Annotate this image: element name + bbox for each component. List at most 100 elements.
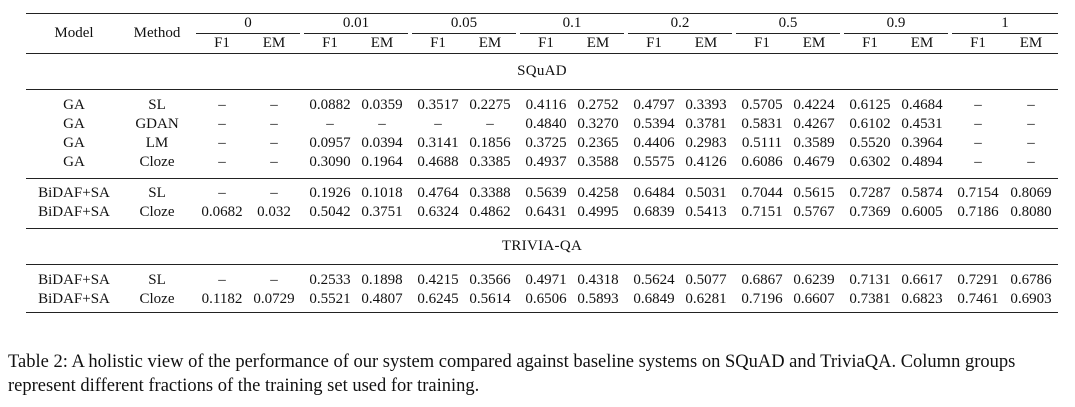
- f1-value-cell: 0.3517: [417, 97, 459, 113]
- f1-value-cell: 0.4937: [525, 154, 567, 170]
- em-subheader: EM: [572, 33, 624, 54]
- fraction-group-header: 0.1: [520, 13, 624, 34]
- f1-value-cell: 0.7131: [849, 272, 891, 288]
- fraction-group-header: 0.01: [304, 13, 408, 34]
- em-value-cell: 0.4862: [469, 204, 511, 220]
- em-value-cell: 0.4258: [577, 185, 619, 201]
- fraction-group-header: 1: [952, 13, 1058, 34]
- f1-value-cell: 0.7186: [957, 204, 999, 220]
- f1-value-cell: 0.4215: [417, 272, 459, 288]
- f1-value-cell: 0.6245: [417, 291, 459, 307]
- em-value-cell: –: [270, 135, 278, 151]
- em-value-cell: 0.4126: [685, 154, 727, 170]
- f1-value-cell: 0.7151: [741, 204, 783, 220]
- table-body: SQuAD GA SL – – 0.0882 0.0359 0.3517 0.2275 0.411…: [26, 54, 1058, 313]
- f1-subheader: F1: [412, 33, 464, 54]
- header-gap: [408, 13, 412, 34]
- f1-value-cell: 0.0882: [309, 97, 351, 113]
- em-value-cell: –: [1027, 97, 1035, 113]
- model-cell: GA: [63, 97, 85, 113]
- em-value-cell: 0.5767: [793, 204, 835, 220]
- f1-value-cell: –: [218, 272, 226, 288]
- table-header: Model Method 0 0.01 0.05 0.1 0.2 0.5 0.9 1 F1 EM F1 E…: [26, 13, 1058, 54]
- em-value-cell: –: [1027, 135, 1035, 151]
- f1-value-cell: 0.4688: [417, 154, 459, 170]
- em-value-cell: 0.6607: [793, 291, 835, 307]
- em-value-cell: 0.5615: [793, 185, 835, 201]
- f1-value-cell: 0.5521: [309, 291, 351, 307]
- f1-value-cell: 0.7044: [741, 185, 783, 201]
- em-value-cell: 0.4807: [361, 291, 403, 307]
- em-value-cell: 0.3270: [577, 116, 619, 132]
- table-row: GA LM – – 0.0957 0.0394 0.3141 0.1856 0.3725 0.23…: [26, 134, 1058, 153]
- em-subheader: EM: [464, 33, 516, 54]
- f1-value-cell: –: [434, 116, 442, 132]
- f1-value-cell: 0.7369: [849, 204, 891, 220]
- em-value-cell: –: [486, 116, 494, 132]
- f1-value-cell: 0.6102: [849, 116, 891, 132]
- spacer-cell: [26, 309, 1058, 313]
- em-value-cell: 0.4318: [577, 272, 619, 288]
- em-value-cell: 0.4531: [901, 116, 943, 132]
- em-value-cell: 0.6903: [1010, 291, 1052, 307]
- spacer-row: [26, 257, 1058, 265]
- f1-value-cell: –: [218, 97, 226, 113]
- em-value-cell: 0.1018: [361, 185, 403, 201]
- f1-value-cell: 0.5575: [633, 154, 675, 170]
- f1-value-cell: –: [218, 135, 226, 151]
- em-value-cell: 0.2275: [469, 97, 511, 113]
- method-column-header: Method: [122, 13, 192, 54]
- spacer-cell: [26, 222, 1058, 229]
- f1-subheader: F1: [844, 33, 896, 54]
- em-value-cell: 0.5413: [685, 204, 727, 220]
- em-value-cell: 0.1898: [361, 272, 403, 288]
- table-row: GA GDAN – – – – – – 0.4840 0.3270 0.5394 0.3781 0.58…: [26, 115, 1058, 134]
- method-cell: GDAN: [135, 116, 179, 132]
- f1-value-cell: 0.1182: [201, 291, 243, 307]
- em-value-cell: 0.3781: [685, 116, 727, 132]
- table-row: GA Cloze – – 0.3090 0.1964 0.4688 0.3385 0.4937 0…: [26, 153, 1058, 172]
- f1-value-cell: 0.5520: [849, 135, 891, 151]
- f1-value-cell: 0.5111: [741, 135, 783, 151]
- f1-value-cell: 0.7196: [741, 291, 783, 307]
- em-value-cell: 0.3385: [469, 154, 511, 170]
- em-value-cell: 0.2983: [685, 135, 727, 151]
- em-value-cell: 0.2752: [577, 97, 619, 113]
- em-value-cell: 0.4894: [901, 154, 943, 170]
- header-gap: [192, 33, 196, 54]
- em-value-cell: 0.5893: [577, 291, 619, 307]
- em-value-cell: 0.6823: [901, 291, 943, 307]
- em-value-cell: 0.8069: [1010, 185, 1052, 201]
- em-value-cell: 0.3393: [685, 97, 727, 113]
- header-gap: [732, 13, 736, 34]
- f1-value-cell: 0.6849: [633, 291, 675, 307]
- results-table: Model Method 0 0.01 0.05 0.1 0.2 0.5 0.9 1 F1 EM F1 E…: [26, 13, 1058, 313]
- header-gap: [624, 13, 628, 34]
- f1-value-cell: 0.3090: [309, 154, 351, 170]
- em-value-cell: 0.4224: [793, 97, 835, 113]
- f1-subheader: F1: [520, 33, 572, 54]
- spacer-row: [26, 172, 1058, 179]
- f1-value-cell: 0.6431: [525, 204, 567, 220]
- em-value-cell: –: [270, 116, 278, 132]
- f1-value-cell: 0.6506: [525, 291, 567, 307]
- f1-value-cell: 0.6867: [741, 272, 783, 288]
- f1-value-cell: 0.5831: [741, 116, 783, 132]
- fraction-group-header: 0: [196, 13, 300, 34]
- f1-value-cell: 0.4764: [417, 185, 459, 201]
- model-cell: BiDAF+SA: [38, 204, 110, 220]
- em-value-cell: 0.4679: [793, 154, 835, 170]
- f1-value-cell: 0.5639: [525, 185, 567, 201]
- model-cell: GA: [63, 116, 85, 132]
- em-value-cell: –: [270, 97, 278, 113]
- f1-value-cell: –: [218, 185, 226, 201]
- fraction-group-header: 0.9: [844, 13, 948, 34]
- header-row-groups: Model Method 0 0.01 0.05 0.1 0.2 0.5 0.9 1: [26, 13, 1058, 54]
- em-value-cell: 0.3388: [469, 185, 511, 201]
- f1-subheader: F1: [196, 33, 248, 54]
- section-title-row: TRIVIA-QA: [26, 235, 1058, 257]
- em-value-cell: –: [270, 272, 278, 288]
- f1-value-cell: 0.0957: [309, 135, 351, 151]
- em-value-cell: 0.3588: [577, 154, 619, 170]
- f1-subheader: F1: [628, 33, 680, 54]
